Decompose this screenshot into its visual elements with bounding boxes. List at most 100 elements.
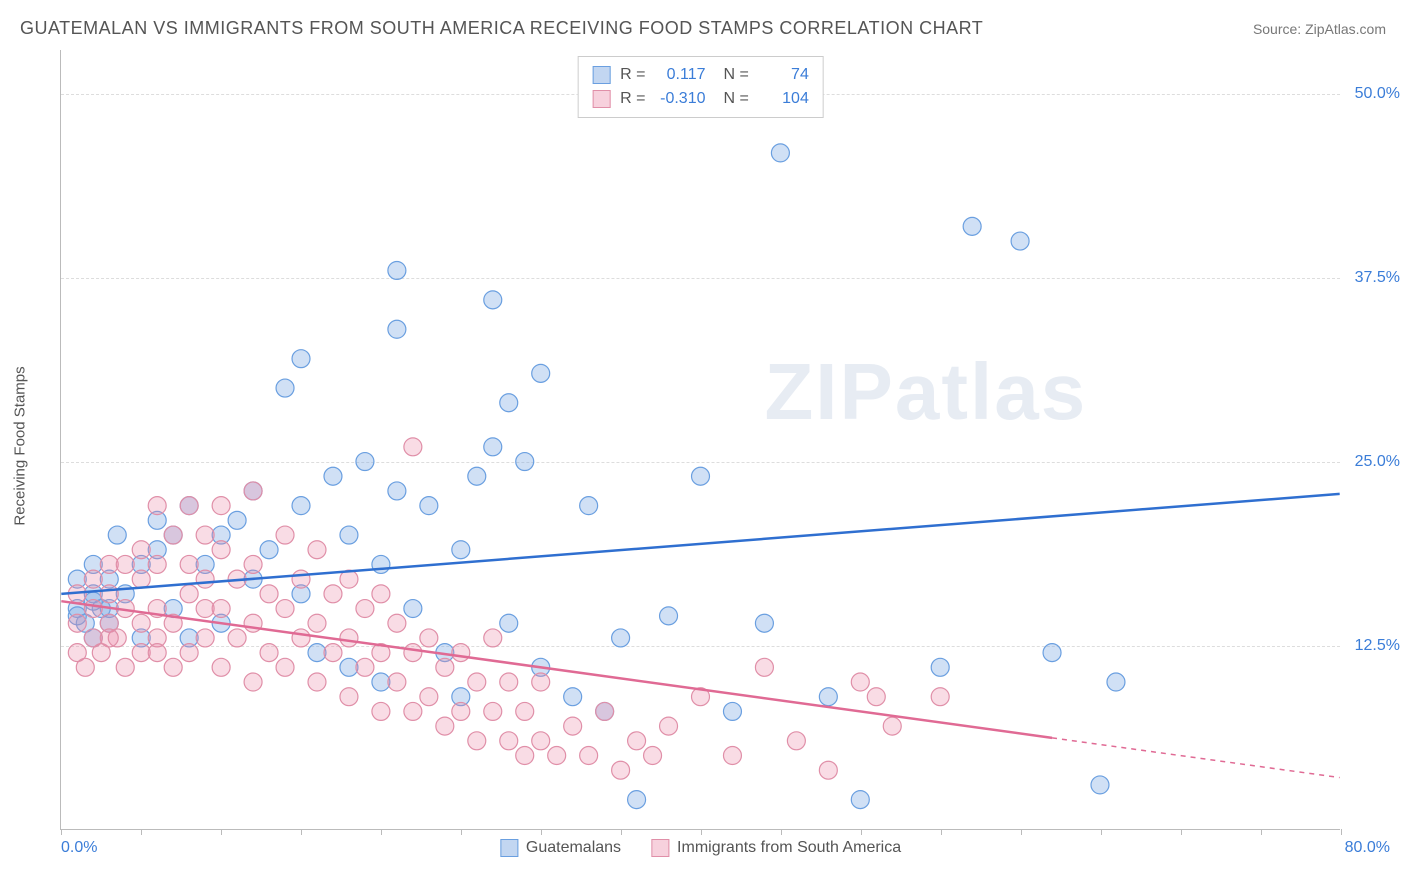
data-point bbox=[132, 614, 150, 632]
data-point bbox=[931, 658, 949, 676]
data-point bbox=[116, 658, 134, 676]
data-point bbox=[228, 629, 246, 647]
data-point bbox=[404, 702, 422, 720]
data-point bbox=[340, 688, 358, 706]
swatch-south-america bbox=[592, 90, 610, 108]
data-point bbox=[228, 511, 246, 529]
n-value-south-america: 104 bbox=[757, 87, 809, 111]
data-point bbox=[452, 541, 470, 559]
data-point bbox=[68, 614, 86, 632]
data-point bbox=[292, 350, 310, 368]
legend-label-guatemalans: Guatemalans bbox=[526, 839, 621, 857]
legend-item-south-america: Immigrants from South America bbox=[651, 839, 901, 857]
data-point bbox=[755, 658, 773, 676]
x-tick bbox=[1261, 829, 1262, 835]
data-point bbox=[660, 717, 678, 735]
chart-svg bbox=[61, 50, 1340, 829]
data-point bbox=[212, 541, 230, 559]
data-point bbox=[484, 629, 502, 647]
data-point bbox=[132, 570, 150, 588]
data-point bbox=[372, 673, 390, 691]
data-point bbox=[771, 144, 789, 162]
r-value-guatemalans: 0.117 bbox=[654, 63, 706, 87]
data-point bbox=[420, 688, 438, 706]
data-point bbox=[308, 614, 326, 632]
data-point bbox=[612, 629, 630, 647]
data-point bbox=[244, 673, 262, 691]
data-point bbox=[580, 747, 598, 765]
data-point bbox=[692, 467, 710, 485]
x-tick bbox=[781, 829, 782, 835]
data-point bbox=[132, 644, 150, 662]
data-point bbox=[292, 570, 310, 588]
stats-legend-box: R = 0.117 N = 74 R = -0.310 N = 104 bbox=[577, 56, 824, 118]
data-point bbox=[388, 320, 406, 338]
data-point bbox=[628, 732, 646, 750]
data-point bbox=[148, 497, 166, 515]
data-point bbox=[100, 585, 118, 603]
x-tick bbox=[141, 829, 142, 835]
data-point bbox=[340, 658, 358, 676]
x-max-label: 80.0% bbox=[1345, 839, 1390, 857]
data-point bbox=[564, 688, 582, 706]
data-point bbox=[196, 570, 214, 588]
data-point bbox=[372, 702, 390, 720]
data-point bbox=[516, 747, 534, 765]
data-point bbox=[723, 747, 741, 765]
data-point bbox=[867, 688, 885, 706]
data-point bbox=[420, 497, 438, 515]
data-point bbox=[324, 644, 342, 662]
data-point bbox=[340, 629, 358, 647]
data-point bbox=[787, 732, 805, 750]
data-point bbox=[883, 717, 901, 735]
data-point bbox=[276, 658, 294, 676]
data-point bbox=[164, 658, 182, 676]
data-point bbox=[1107, 673, 1125, 691]
data-point bbox=[164, 526, 182, 544]
data-point bbox=[308, 644, 326, 662]
data-point bbox=[468, 673, 486, 691]
data-point bbox=[212, 600, 230, 618]
data-point bbox=[580, 497, 598, 515]
data-point bbox=[356, 658, 374, 676]
legend-label-south-america: Immigrants from South America bbox=[677, 839, 901, 857]
y-tick-label: 50.0% bbox=[1345, 85, 1400, 103]
x-tick bbox=[1341, 829, 1342, 835]
data-point bbox=[404, 600, 422, 618]
data-point bbox=[532, 364, 550, 382]
data-point bbox=[276, 379, 294, 397]
x-tick bbox=[301, 829, 302, 835]
x-tick bbox=[1101, 829, 1102, 835]
bottom-legend: Guatemalans Immigrants from South Americ… bbox=[500, 839, 901, 857]
data-point bbox=[260, 541, 278, 559]
data-point bbox=[100, 629, 118, 647]
data-point bbox=[324, 585, 342, 603]
data-point bbox=[356, 600, 374, 618]
data-point bbox=[244, 482, 262, 500]
y-tick-label: 12.5% bbox=[1345, 637, 1400, 655]
data-point bbox=[1043, 644, 1061, 662]
data-point bbox=[132, 541, 150, 559]
data-point bbox=[516, 453, 534, 471]
data-point bbox=[388, 482, 406, 500]
data-point bbox=[356, 453, 374, 471]
stats-row-south-america: R = -0.310 N = 104 bbox=[592, 87, 809, 111]
data-point bbox=[388, 673, 406, 691]
data-point bbox=[851, 791, 869, 809]
n-value-guatemalans: 74 bbox=[757, 63, 809, 87]
stats-row-guatemalans: R = 0.117 N = 74 bbox=[592, 63, 809, 87]
data-point bbox=[660, 607, 678, 625]
data-point bbox=[819, 688, 837, 706]
data-point bbox=[963, 217, 981, 235]
data-point bbox=[404, 644, 422, 662]
data-point bbox=[196, 629, 214, 647]
data-point bbox=[548, 747, 566, 765]
data-point bbox=[723, 702, 741, 720]
data-point bbox=[612, 761, 630, 779]
data-point bbox=[500, 614, 518, 632]
data-point bbox=[468, 467, 486, 485]
data-point bbox=[819, 761, 837, 779]
y-tick-label: 37.5% bbox=[1345, 269, 1400, 287]
data-point bbox=[644, 747, 662, 765]
data-point bbox=[420, 629, 438, 647]
